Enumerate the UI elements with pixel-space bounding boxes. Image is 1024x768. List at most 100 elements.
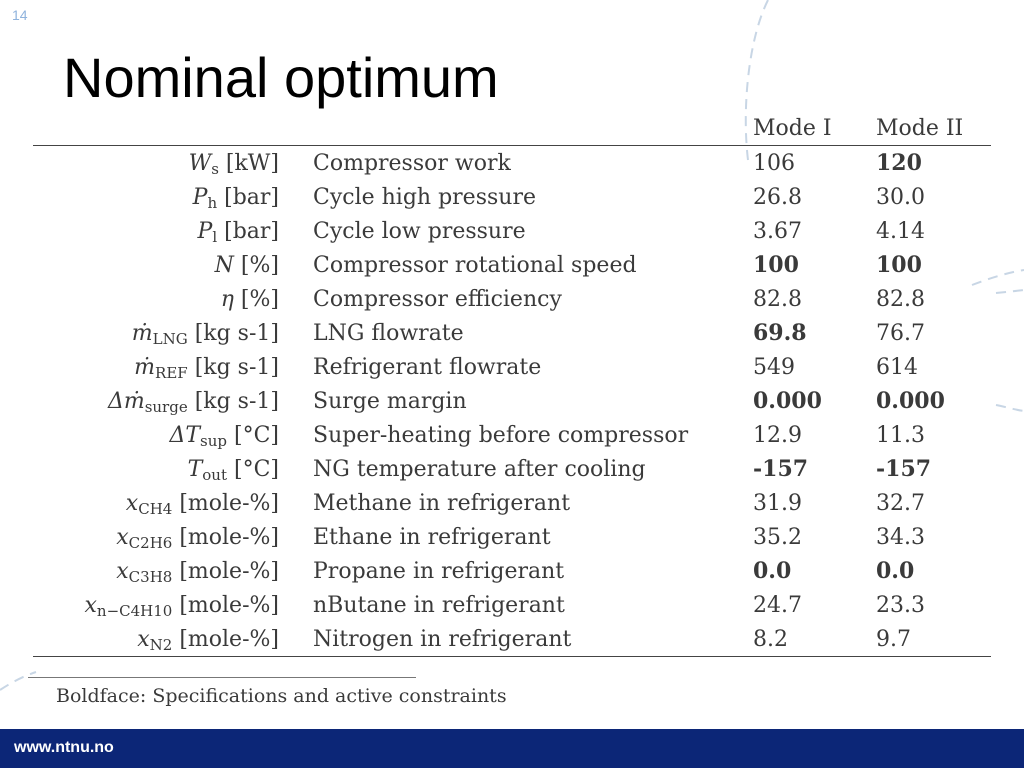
row-description: Cycle high pressure (313, 184, 536, 210)
row-mode-1-value: 3.67 (753, 218, 802, 244)
symbol-unit: [mole-%] (172, 626, 279, 652)
row-symbol: Ph [bar] (33, 180, 279, 214)
symbol-unit: [mole-%] (172, 592, 279, 618)
row-mode-2-value: 82.8 (876, 286, 925, 312)
row-description: Compressor efficiency (313, 286, 562, 312)
row-mode-2-value: 30.0 (876, 184, 925, 210)
symbol-unit: [bar] (217, 218, 279, 244)
row-description: Surge margin (313, 388, 467, 414)
symbol-variable: ΔT (169, 422, 201, 448)
symbol-subscript: out (202, 465, 227, 484)
row-description: Super-heating before compressor (313, 422, 689, 448)
symbol-unit: [%] (233, 252, 279, 278)
header-mode-1: Mode I (753, 115, 832, 141)
symbol-variable: η (220, 286, 234, 312)
symbol-variable: N (214, 252, 234, 278)
row-mode-2-value: 614 (876, 354, 918, 380)
row-symbol: ΔTsup [°C] (33, 418, 279, 452)
symbol-variable: P (197, 218, 213, 244)
row-description: LNG flowrate (313, 320, 464, 346)
row-symbol: xC2H6 [mole-%] (33, 520, 279, 554)
table-header-row: Mode I Mode II (33, 111, 991, 146)
row-mode-2-value: -157 (876, 456, 932, 482)
row-symbol: xCH4 [mole-%] (33, 486, 279, 520)
row-description: Ethane in refrigerant (313, 524, 551, 550)
table-row: Tout [°C] NG temperature after cooling -15… (33, 452, 991, 486)
row-mode-2-value: 4.14 (876, 218, 925, 244)
row-description: Propane in refrigerant (313, 558, 565, 584)
symbol-unit: [mole-%] (172, 490, 279, 516)
footnote-rule (28, 677, 416, 678)
symbol-variable: T (187, 456, 203, 482)
row-mode-1-value: 106 (753, 150, 795, 176)
row-symbol: Tout [°C] (33, 452, 279, 486)
table-row: Ws [kW] Compressor work 106 120 (33, 146, 991, 181)
row-mode-1-value: 35.2 (753, 524, 802, 550)
row-symbol: ṁLNG [kg s-1] (33, 316, 279, 350)
row-mode-2-value: 34.3 (876, 524, 925, 550)
symbol-subscript: l (212, 227, 218, 246)
symbol-unit: [kW] (218, 150, 279, 176)
symbol-subscript: n−C4H10 (96, 601, 173, 620)
row-description: Refrigerant flowrate (313, 354, 542, 380)
row-mode-1-value: 549 (753, 354, 795, 380)
symbol-subscript: s (211, 159, 219, 178)
footnote: Boldface: Specifications and active cons… (56, 685, 507, 707)
footer-bar: www.ntnu.no (0, 729, 1024, 768)
row-symbol: xC3H8 [mole-%] (33, 554, 279, 588)
table-row: ΔTsup [°C] Super-heating before compresso… (33, 418, 991, 452)
row-mode-1-value: 31.9 (753, 490, 802, 516)
table-row: η [%] Compressor efficiency 82.8 82.8 (33, 282, 991, 316)
slide-title: Nominal optimum (63, 46, 499, 109)
row-description: Nitrogen in refrigerant (313, 626, 572, 652)
symbol-variable: x (116, 524, 129, 550)
header-empty-description (279, 111, 751, 146)
symbol-unit: [mole-%] (172, 524, 279, 550)
table-row: xn−C4H10 [mole-%] nButane in refrigerant 2… (33, 588, 991, 622)
table-body: Ws [kW] Compressor work 106 120 Ph [bar] Cycl… (33, 146, 991, 657)
row-mode-2-value: 100 (876, 252, 922, 278)
row-mode-1-value: 0.000 (753, 388, 822, 414)
row-mode-1-value: 24.7 (753, 592, 802, 618)
slide-number: 14 (12, 7, 28, 23)
symbol-variable: ṁ (134, 354, 156, 380)
symbol-variable: x (137, 626, 150, 652)
row-description: Compressor rotational speed (313, 252, 637, 278)
row-symbol: Ws [kW] (33, 146, 279, 181)
table-row: N [%] Compressor rotational speed 100 100 (33, 248, 991, 282)
row-mode-1-value: 0.0 (753, 558, 792, 584)
row-mode-2-value: 0.0 (876, 558, 915, 584)
symbol-variable: P (192, 184, 208, 210)
symbol-unit: [kg s-1] (187, 354, 279, 380)
symbol-subscript: REF (155, 363, 188, 382)
row-symbol: N [%] (33, 248, 279, 282)
footer-url: www.ntnu.no (14, 739, 114, 756)
table-row: ṁLNG [kg s-1] LNG flowrate 69.8 76.7 (33, 316, 991, 350)
results-table-container: Mode I Mode II Ws [kW] Compressor work 106… (33, 111, 991, 657)
row-symbol: xn−C4H10 [mole-%] (33, 588, 279, 622)
row-mode-1-value: 8.2 (753, 626, 788, 652)
row-symbol: Δṁsurge [kg s-1] (33, 384, 279, 418)
symbol-subscript: sup (200, 431, 227, 450)
symbol-unit: [kg s-1] (187, 320, 279, 346)
row-mode-2-value: 76.7 (876, 320, 925, 346)
symbol-variable: x (125, 490, 139, 516)
symbol-variable: ṁ (131, 320, 153, 346)
symbol-unit: [%] (233, 286, 279, 312)
symbol-subscript: surge (144, 397, 188, 416)
row-mode-1-value: -157 (753, 456, 809, 482)
row-mode-1-value: 82.8 (753, 286, 802, 312)
symbol-unit: [°C] (227, 456, 279, 482)
table-row: Δṁsurge [kg s-1] Surge margin 0.000 0.000 (33, 384, 991, 418)
row-mode-1-value: 69.8 (753, 320, 807, 346)
results-table: Mode I Mode II Ws [kW] Compressor work 106… (33, 111, 991, 657)
row-description: Methane in refrigerant (313, 490, 571, 516)
table-row: Pl [bar] Cycle low pressure 3.67 4.14 (33, 214, 991, 248)
row-mode-2-value: 23.3 (876, 592, 925, 618)
table-row: xC2H6 [mole-%] Ethane in refrigerant 35.2 3… (33, 520, 991, 554)
row-mode-2-value: 32.7 (876, 490, 925, 516)
symbol-variable: x (116, 558, 129, 584)
symbol-subscript: h (207, 193, 218, 212)
table-row: xCH4 [mole-%] Methane in refrigerant 31.9 3… (33, 486, 991, 520)
row-description: Cycle low pressure (313, 218, 526, 244)
